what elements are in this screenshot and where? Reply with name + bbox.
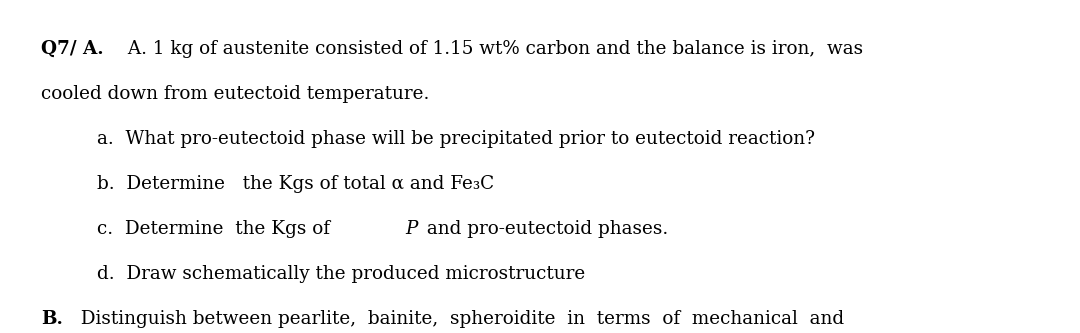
Text: P: P [405,220,418,238]
Text: Distinguish between pearlite,  bainite,  spheroidite  in  terms  of  mechanical : Distinguish between pearlite, bainite, s… [69,310,845,328]
Text: c.  Determine  the Kgs of: c. Determine the Kgs of [97,220,336,238]
Text: cooled down from eutectoid temperature.: cooled down from eutectoid temperature. [41,85,430,103]
Text: Q7/ A.: Q7/ A. [41,40,104,58]
Text: and pro-eutectoid phases.: and pro-eutectoid phases. [421,220,669,238]
Text: b.  Determine   the Kgs of total α and Fe₃C: b. Determine the Kgs of total α and Fe₃C [97,175,495,193]
Text: B.: B. [41,310,63,328]
Text: d.  Draw schematically the produced microstructure: d. Draw schematically the produced micro… [97,265,585,283]
Text: A. 1 kg of austenite consisted of 1.15 wt% carbon and the balance is iron,  was: A. 1 kg of austenite consisted of 1.15 w… [122,40,863,58]
Text: a.  What pro-eutectoid phase will be precipitated prior to eutectoid reaction?: a. What pro-eutectoid phase will be prec… [97,130,815,148]
